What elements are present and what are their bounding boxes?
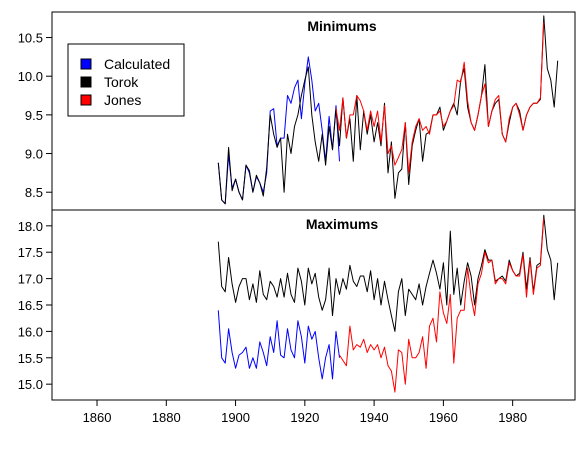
y-tick-label: 18.0: [18, 219, 43, 234]
legend-label-torok: Torok: [104, 74, 139, 90]
series-line-jones: [335, 22, 545, 174]
y-tick-label: 9.0: [25, 147, 43, 162]
minimums-y-axis: 8.5 9.0 9.5 10.0 10.5: [18, 31, 52, 200]
minimums-title: Minimums: [307, 18, 376, 34]
x-tick-label: 1880: [152, 410, 181, 425]
x-tick-label: 1900: [221, 410, 250, 425]
y-tick-label: 16.5: [18, 298, 43, 313]
y-tick-label: 10.5: [18, 31, 43, 46]
y-tick-label: 17.5: [18, 245, 43, 260]
y-tick-label: 15.0: [18, 377, 43, 392]
y-tick-label: 17.0: [18, 272, 43, 287]
x-tick-label: 1960: [429, 410, 458, 425]
legend-label-calculated: Calculated: [104, 56, 170, 72]
y-tick-label: 9.5: [25, 108, 43, 123]
series-line-torok: [217, 214, 559, 332]
legend-key-torok: [80, 76, 92, 88]
x-tick-label: 1940: [360, 410, 389, 425]
y-tick-label: 10.0: [18, 69, 43, 84]
y-tick-label: 16.0: [18, 324, 43, 339]
x-tick-label: 1920: [290, 410, 319, 425]
minimums-series: [217, 15, 559, 205]
maximums-series: [217, 214, 559, 393]
y-tick-label: 15.5: [18, 351, 43, 366]
legend-key-calculated: [80, 58, 92, 70]
x-tick-label: 1860: [83, 410, 112, 425]
maximums-panel: Maximums 15.0 15.5 16.0 16.5 17.0 17.5 18.0 18…: [18, 209, 576, 425]
maximums-title: Maximums: [306, 216, 379, 232]
series-line-jones: [339, 217, 545, 393]
legend-label-jones: Jones: [104, 92, 141, 108]
legend: Calculated Torok Jones: [67, 43, 185, 117]
legend-key-jones: [80, 94, 92, 106]
y-tick-label: 8.5: [25, 185, 43, 200]
x-axis: 1860 1880 1900 1920 1940 1960 1980: [83, 400, 527, 425]
series-line-torok: [217, 15, 559, 205]
series-line-calculated: [217, 310, 340, 380]
maximums-y-axis: 15.0 15.5 16.0 16.5 17.0 17.5 18.0: [18, 219, 52, 392]
x-tick-label: 1980: [498, 410, 527, 425]
maximums-plot-frame: [51, 209, 576, 401]
minimums-panel: Minimums 8.5 9.0 9.5 10.0 10.5 Calculated To…: [18, 11, 576, 211]
